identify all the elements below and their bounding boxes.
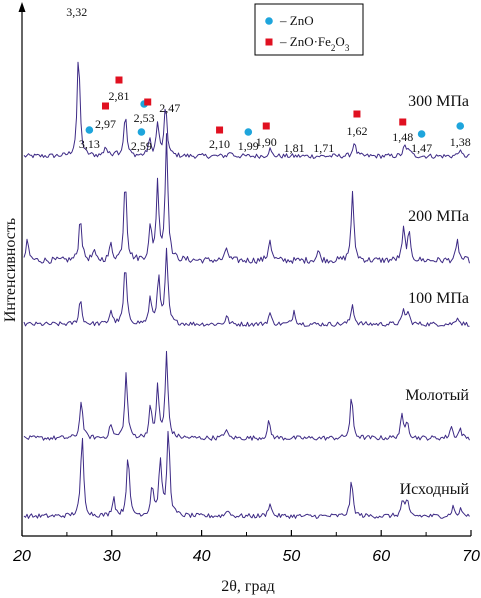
series-curve-3 [23, 350, 470, 441]
ferrite-marker-square-icon [102, 102, 110, 110]
axes: 20 30 40 50 60 70 [12, 2, 480, 565]
d-spacing-label: 2,97 [95, 117, 116, 131]
zno-marker-circle-icon [417, 130, 426, 138]
ferrite-marker-square-icon [353, 110, 361, 118]
d-spacing-label: 2,53 [134, 111, 155, 125]
series-curve-2 [23, 247, 470, 327]
legend-zno-circle-icon [265, 17, 273, 25]
y-axis-arrow-icon [18, 2, 26, 12]
ferrite-marker-square-icon [216, 126, 224, 134]
x-tick-label: 60 [372, 548, 390, 565]
d-spacing-label: 1,38 [450, 135, 471, 149]
x-tick-label: 20 [12, 548, 31, 565]
d-spacing-label: 2,47 [159, 101, 180, 115]
zno-marker-circle-icon [244, 128, 253, 136]
series-curve-1 [23, 133, 470, 264]
ferrite-marker-square-icon [115, 76, 123, 84]
series-label: Молотый [405, 387, 469, 404]
x-tick-label: 50 [283, 548, 301, 565]
legend-box [254, 3, 364, 56]
d-spacing-label: 1,62 [346, 124, 367, 138]
series-label: 300 МПа [408, 93, 469, 110]
ferrite-marker-square-icon [144, 98, 152, 106]
x-ticks: 20 30 40 50 60 70 [12, 530, 480, 565]
series-curve-0 [23, 61, 470, 159]
y-axis-label: Интенсивность [2, 218, 19, 322]
legend-ferrite-square-icon [265, 38, 273, 46]
x-tick-label: 70 [462, 548, 480, 565]
series-curves [23, 61, 470, 519]
d-spacing-label: 3,32 [66, 5, 87, 19]
ferrite-marker-square-icon [399, 118, 407, 126]
legend-zno-label: – ZnO [279, 13, 314, 28]
d-spacing-label: 1,90 [256, 135, 277, 149]
zno-marker-circle-icon [85, 126, 94, 134]
series-labels: 300 МПа 200 МПа 100 МПа Молотый Исходный [400, 93, 470, 498]
series-label: 100 МПа [408, 290, 469, 307]
d-spacing-label: 2,59 [131, 139, 152, 153]
x-tick-label: 30 [103, 548, 121, 565]
d-spacing-label: 1,71 [313, 141, 334, 155]
x-tick-label: 40 [193, 548, 211, 565]
d-spacing-label: 1,47 [411, 141, 432, 155]
d-spacing-label: 1,48 [392, 130, 413, 144]
legend: – ZnO – ZnO·Fe2O3 [254, 3, 364, 56]
series-label: 200 МПа [408, 208, 469, 225]
phase-markers: 3,32 3,13 2,97 2,81 2,59 2,53 2,47 2,10 1,991,90… [66, 5, 471, 155]
d-spacing-label: 2,81 [108, 89, 129, 103]
d-spacing-label: 1,99 [238, 139, 259, 153]
d-spacing-label: 3,13 [79, 137, 100, 151]
d-spacing-label: 1,81 [284, 141, 305, 155]
series-curve-4 [23, 430, 470, 519]
zno-marker-circle-icon [456, 122, 465, 130]
ferrite-marker-square-icon [262, 122, 270, 130]
d-spacing-label: 2,10 [209, 137, 230, 151]
x-axis-label: 2θ, град [221, 578, 274, 595]
series-label: Исходный [400, 481, 470, 498]
zno-marker-circle-icon [137, 128, 146, 136]
